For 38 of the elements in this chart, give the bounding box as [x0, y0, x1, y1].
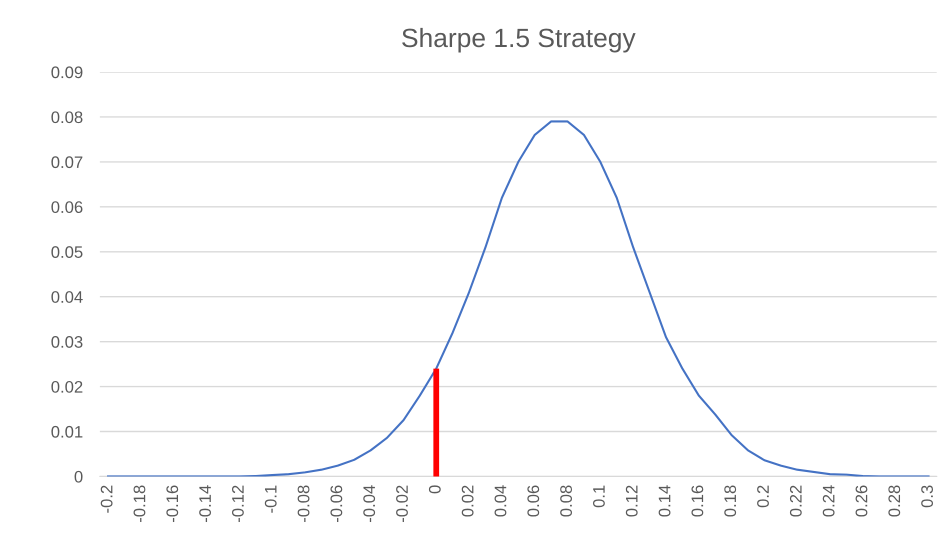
y-tick-label: 0.06 [51, 201, 82, 214]
x-tick-label: -0.02 [396, 486, 408, 522]
x-tick-label: 0.12 [626, 486, 638, 517]
x-tick-label: -0.16 [166, 486, 178, 522]
x-tick-label: 0.04 [494, 485, 506, 517]
x-tick-label: -0.2 [100, 486, 113, 513]
x-tick-label: -0.08 [298, 485, 310, 522]
y-tick-label: 0.04 [51, 291, 83, 303]
x-tick-label: 0.08 [560, 485, 572, 517]
y-tick-label: 0.03 [51, 336, 82, 348]
y-tick-label: 0 [74, 470, 83, 483]
y-tick-label: 0.01 [51, 426, 82, 438]
x-tick-label: 0.16 [691, 486, 704, 517]
x-tick-label: 0.28 [888, 485, 900, 517]
x-tick-label: -0.06 [330, 486, 342, 522]
chart-title: Sharpe 1.5 Strategy [402, 28, 636, 52]
x-tick-label: 0.24 [822, 485, 835, 517]
x-tick-label: -0.18 [134, 485, 146, 522]
y-tick-label: 0.02 [51, 380, 82, 393]
y-tick-label: 0.05 [51, 246, 82, 258]
y-tick-label: 0.09 [51, 66, 82, 78]
x-tick-label: -0.04 [363, 485, 376, 522]
x-tick-label: 0.1 [593, 486, 605, 508]
x-tick-label: 0.2 [757, 486, 769, 508]
x-tick-label: 0.02 [462, 486, 474, 517]
x-tick-label: 0.14 [658, 485, 670, 517]
x-tick-label: -0.14 [199, 485, 211, 522]
x-tick-label: -0.12 [232, 486, 244, 522]
x-tick-label: 0.22 [790, 486, 802, 517]
x-tick-label: 0.18 [724, 485, 736, 517]
x-tick-label: -0.1 [264, 486, 277, 513]
y-tick-label: 0.08 [51, 111, 82, 124]
y-tick-label: 0.07 [51, 156, 82, 168]
x-tick-label: 0.06 [527, 486, 540, 517]
x-tick-label: 0 [428, 485, 441, 494]
x-tick-label: 0.3 [921, 486, 934, 508]
x-tick-label: 0.26 [856, 486, 868, 517]
line-series [107, 120, 930, 476]
